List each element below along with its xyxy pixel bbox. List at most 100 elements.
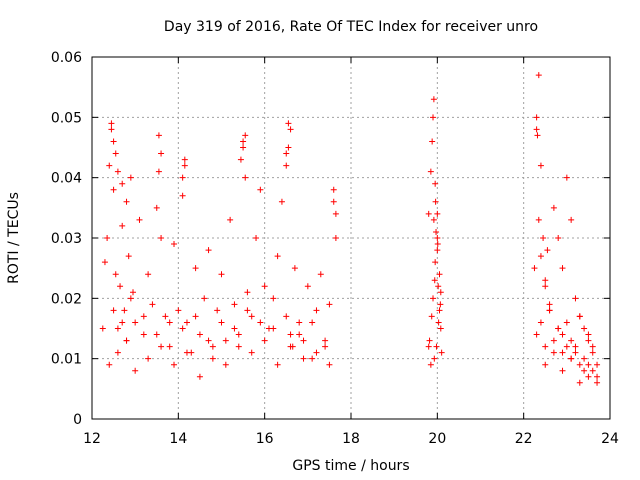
data-point (432, 180, 439, 187)
data-point (581, 367, 588, 374)
x-tick-label: 12 (83, 431, 101, 447)
data-point (435, 283, 442, 290)
data-point (534, 132, 541, 139)
data-point (123, 198, 130, 205)
data-point (330, 186, 337, 193)
data-point (242, 174, 249, 181)
data-point (140, 313, 147, 320)
data-point (205, 337, 212, 344)
data-point (533, 114, 540, 121)
data-point (559, 331, 566, 338)
data-point (428, 313, 435, 320)
data-point (427, 168, 434, 175)
chart-title: Day 319 of 2016, Rate Of TEC Index for r… (164, 19, 538, 35)
data-point (231, 301, 238, 308)
data-point (542, 283, 549, 290)
data-point (576, 313, 583, 320)
data-point (555, 235, 562, 241)
data-point (179, 174, 186, 181)
data-point (261, 283, 268, 290)
data-point (572, 295, 579, 302)
data-point (285, 120, 292, 127)
data-point (155, 168, 162, 175)
data-point (227, 216, 234, 223)
data-point (283, 162, 290, 169)
data-point (438, 349, 445, 356)
data-point (568, 216, 575, 223)
x-axis-label: GPS time / hours (292, 458, 409, 474)
data-point (426, 337, 433, 344)
data-point (594, 373, 601, 380)
data-point (332, 210, 339, 217)
data-point (270, 325, 277, 332)
data-point (581, 325, 588, 332)
data-point (559, 367, 566, 374)
data-point (110, 138, 117, 145)
data-point (248, 349, 255, 356)
data-point (240, 144, 247, 151)
data-point (248, 313, 255, 320)
data-point (155, 132, 162, 139)
data-point (581, 355, 588, 362)
data-point (431, 277, 438, 284)
y-tick-label: 0.04 (51, 171, 82, 187)
data-point (589, 367, 596, 374)
data-point (533, 126, 540, 133)
data-point (434, 241, 441, 248)
data-point (563, 343, 570, 350)
x-tick-label: 14 (169, 431, 187, 447)
data-point (542, 343, 549, 350)
data-point (436, 271, 443, 278)
data-point (594, 379, 601, 386)
data-point (132, 319, 139, 326)
data-point (287, 126, 294, 133)
data-point (242, 132, 249, 139)
data-point (231, 325, 238, 332)
y-axis-label: ROTI / TECUs (6, 192, 22, 284)
data-point (106, 162, 113, 169)
data-point (537, 319, 544, 326)
axis-ticks: 12 14 16 18 20 22 24 0 0.01 0.02 0.03 0.04 0.05 0.06 (51, 50, 619, 447)
data-point (162, 313, 169, 320)
data-point (119, 222, 126, 229)
x-tick-label: 16 (256, 431, 274, 447)
data-point (544, 247, 551, 254)
data-point (127, 295, 134, 302)
data-point (317, 271, 324, 278)
data-point (546, 307, 553, 314)
data-point (437, 289, 444, 296)
data-point (589, 349, 596, 356)
data-point (309, 319, 316, 326)
data-point (158, 235, 165, 241)
data-point (572, 349, 579, 356)
data-point (563, 174, 570, 181)
data-point (550, 349, 557, 356)
data-point (535, 72, 542, 79)
data-point (278, 198, 285, 205)
y-tick-label: 0.05 (51, 110, 82, 126)
data-point (322, 343, 329, 350)
data-point (431, 355, 438, 362)
y-tick-label: 0.03 (51, 231, 82, 247)
data-point (205, 247, 212, 254)
data-point (261, 337, 268, 344)
data-point (300, 337, 307, 344)
data-point (322, 337, 329, 344)
data-point (542, 361, 549, 368)
data-point (546, 301, 553, 308)
data-point (274, 361, 281, 368)
data-point (101, 259, 108, 266)
data-point (99, 325, 106, 332)
data-point (429, 138, 436, 145)
data-point (576, 379, 583, 386)
data-point (114, 325, 121, 332)
data-point (218, 271, 225, 278)
data-point (326, 301, 333, 308)
data-point (535, 216, 542, 223)
data-point (153, 204, 160, 211)
data-point (171, 241, 178, 248)
data-point (136, 216, 143, 223)
data-point (209, 355, 216, 362)
data-point (437, 301, 444, 308)
data-point (127, 174, 134, 181)
